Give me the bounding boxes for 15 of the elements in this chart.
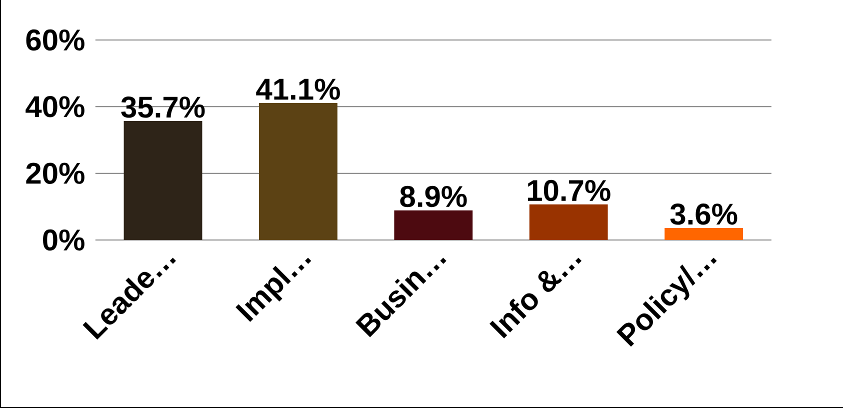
data-label: 35.7%	[121, 96, 205, 118]
bar	[258, 103, 338, 240]
data-label: 10.7%	[528, 180, 610, 202]
bar	[124, 121, 202, 240]
y-tick-label: 0%	[43, 229, 84, 251]
data-label: 8.9%	[400, 186, 467, 208]
y-tick-label: 60%	[26, 29, 84, 51]
bar	[664, 228, 744, 240]
bar	[529, 204, 608, 240]
y-tick-label: 40%	[26, 96, 84, 118]
bar	[394, 210, 473, 240]
data-label: 3.6%	[670, 204, 738, 225]
data-label: 41.1%	[256, 78, 340, 100]
x-tick-label: Info &…	[490, 258, 582, 338]
y-tick-label: 20%	[26, 162, 84, 184]
